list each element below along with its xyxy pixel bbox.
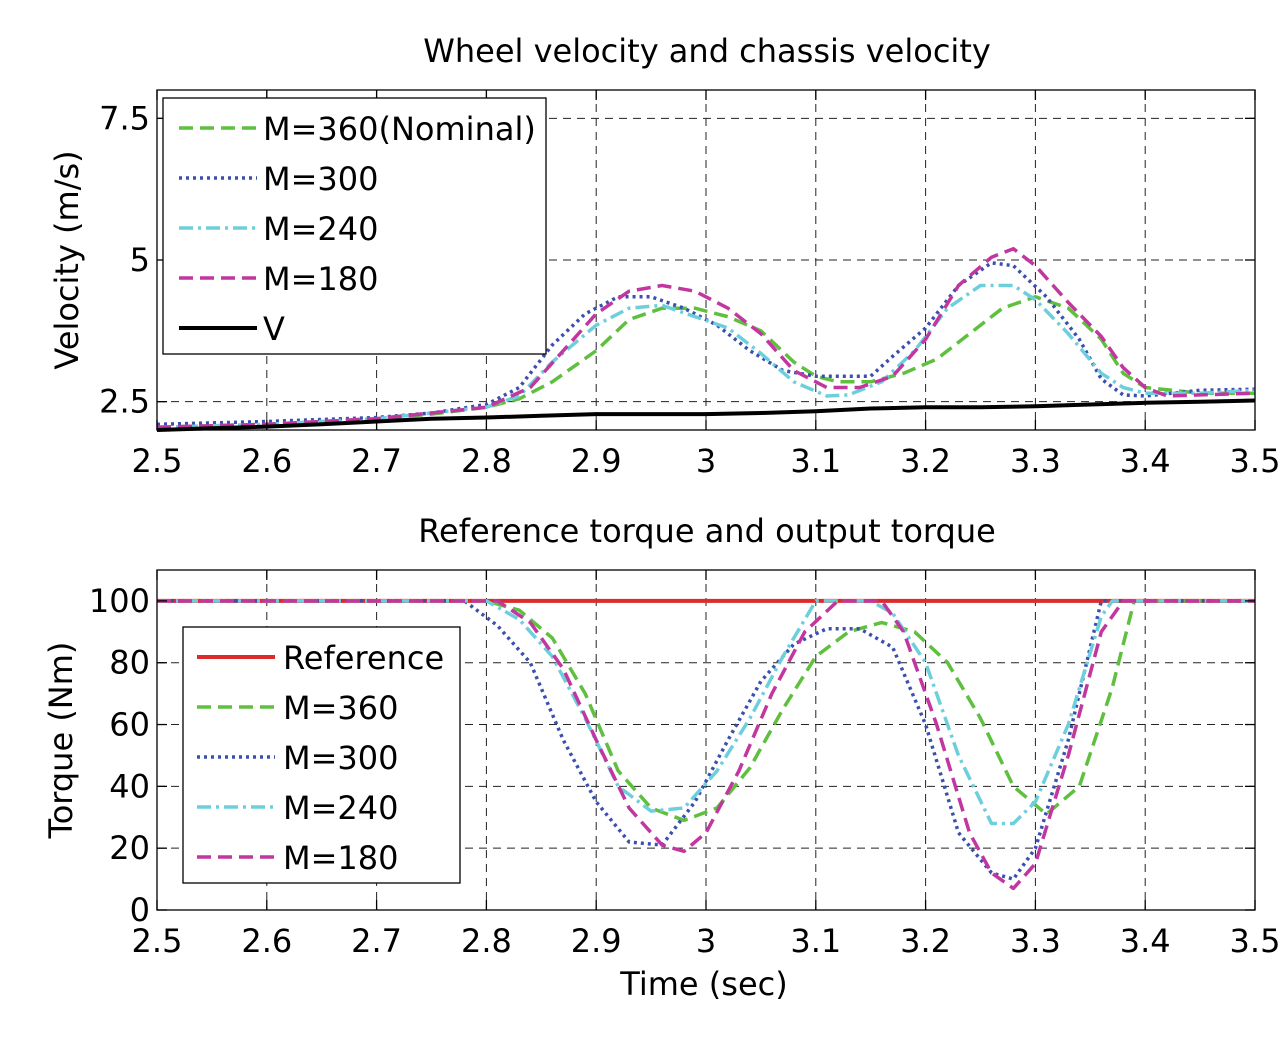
velocity-x-tick-label: 2.6 bbox=[241, 442, 292, 480]
torque-series-line-m-180 bbox=[157, 599, 1255, 891]
torque-y-tick-label: 60 bbox=[109, 706, 150, 744]
velocity-legend-label-m-360-nominal: M=360(Nominal) bbox=[263, 110, 536, 148]
velocity-series-group bbox=[156, 246, 1256, 432]
torque-y-tick-label: 100 bbox=[89, 582, 150, 620]
torque-y-tick-label: 40 bbox=[109, 767, 150, 805]
torque-x-tick-label: 2.7 bbox=[351, 922, 402, 960]
velocity-tick-labels: 2.5 2.6 2.7 2.8 2.9 3 3.1 3.2 3.3 3.4 3.5 2.5 5 7.5 bbox=[99, 90, 1280, 480]
velocity-chart-title: Wheel velocity and chassis velocity bbox=[423, 32, 991, 70]
velocity-x-tick-label: 3.4 bbox=[1120, 442, 1171, 480]
x-axis-label: Time (sec) bbox=[619, 965, 787, 1003]
velocity-x-tick-label: 3.5 bbox=[1230, 442, 1281, 480]
torque-x-tick-label: 3.2 bbox=[900, 922, 951, 960]
velocity-legend-label-v: V bbox=[263, 310, 285, 348]
velocity-x-tick-label: 3 bbox=[696, 442, 716, 480]
torque-legend-label-m-240: M=240 bbox=[283, 789, 399, 827]
velocity-x-tick-label: 2.5 bbox=[132, 442, 183, 480]
velocity-y-tick-label: 2.5 bbox=[99, 383, 150, 421]
velocity-x-tick-label: 3.3 bbox=[1010, 442, 1061, 480]
torque-x-tick-label: 2.8 bbox=[461, 922, 512, 960]
torque-x-tick-label: 3.1 bbox=[790, 922, 841, 960]
velocity-y-tick-label: 5 bbox=[130, 241, 150, 279]
velocity-series-line-m-240 bbox=[156, 283, 1256, 429]
torque-series-group bbox=[157, 598, 1255, 891]
torque-subplot: Reference torque and output torque Torqu… bbox=[42, 512, 1280, 1003]
torque-y-axis-label: Torque (Nm) bbox=[42, 642, 80, 840]
velocity-subplot: Wheel velocity and chassis velocity Velo… bbox=[48, 32, 1280, 480]
torque-x-tick-label: 2.6 bbox=[241, 922, 292, 960]
torque-legend-label-reference: Reference bbox=[283, 639, 444, 677]
torque-x-tick-label: 3.5 bbox=[1230, 922, 1281, 960]
torque-series-line-m-240 bbox=[157, 599, 1255, 826]
torque-legend-label-m-360: M=360 bbox=[283, 689, 399, 727]
torque-legend-label-m-300: M=300 bbox=[283, 739, 399, 777]
velocity-series-line-v bbox=[156, 398, 1256, 432]
velocity-x-tick-label: 2.9 bbox=[571, 442, 622, 480]
torque-y-tick-label: 0 bbox=[130, 891, 150, 929]
velocity-legend-box bbox=[162, 97, 547, 355]
velocity-series-line-m-180 bbox=[156, 246, 1256, 429]
torque-x-tick-label: 2.9 bbox=[571, 922, 622, 960]
velocity-x-tick-label: 3.2 bbox=[900, 442, 951, 480]
velocity-legend-label-m-240: M=240 bbox=[263, 210, 379, 248]
velocity-series-line-m-300 bbox=[156, 261, 1256, 427]
torque-x-tick-label: 3.4 bbox=[1120, 922, 1171, 960]
velocity-x-tick-label: 2.7 bbox=[351, 442, 402, 480]
velocity-y-tick-label: 7.5 bbox=[99, 99, 150, 137]
torque-series-line-m-360 bbox=[157, 599, 1255, 823]
torque-legend: Reference M=360 M=300 M=240 M=180 bbox=[182, 626, 461, 884]
torque-legend-label-m-180: M=180 bbox=[283, 839, 399, 877]
torque-chart-title: Reference torque and output torque bbox=[418, 512, 996, 550]
torque-x-tick-label: 3 bbox=[696, 922, 716, 960]
velocity-x-tick-label: 2.8 bbox=[461, 442, 512, 480]
torque-x-tick-label: 2.5 bbox=[132, 922, 183, 960]
torque-legend-box bbox=[182, 626, 461, 884]
velocity-legend: M=360(Nominal) M=300 M=240 M=180 V bbox=[162, 97, 547, 355]
velocity-series-line-m-360-nominal bbox=[156, 295, 1255, 429]
torque-y-tick-label: 20 bbox=[109, 829, 150, 867]
velocity-legend-label-m-300: M=300 bbox=[263, 160, 379, 198]
velocity-legend-label-m-180: M=180 bbox=[263, 260, 379, 298]
torque-x-tick-label: 3.3 bbox=[1010, 922, 1061, 960]
torque-tick-labels: 2.5 2.6 2.7 2.8 2.9 3 3.1 3.2 3.3 3.4 3.5 0 20 40 60 80… bbox=[89, 570, 1281, 960]
velocity-x-tick-label: 3.1 bbox=[790, 442, 841, 480]
torque-y-tick-label: 80 bbox=[109, 644, 150, 682]
velocity-y-axis-label: Velocity (m/s) bbox=[48, 150, 86, 369]
